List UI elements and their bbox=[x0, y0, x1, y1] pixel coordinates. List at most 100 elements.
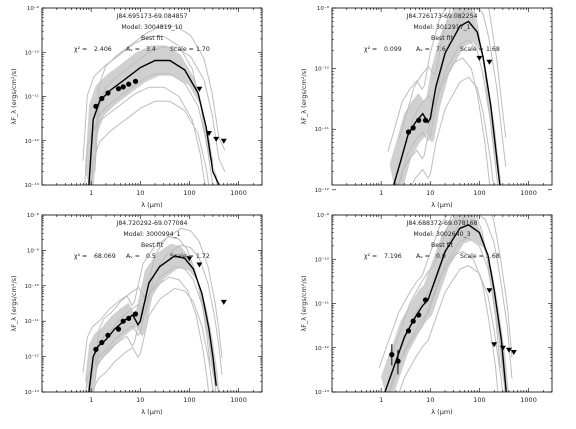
x-tick-label: 1000 bbox=[520, 189, 537, 197]
scale-value: 1.72 bbox=[196, 253, 210, 260]
av-label: Aᵥ = bbox=[126, 46, 140, 53]
model-curve bbox=[378, 215, 501, 369]
chi2-value: 68.069 bbox=[94, 253, 116, 260]
plot-area bbox=[82, 25, 227, 185]
upper-limit-marker bbox=[196, 86, 203, 92]
fit-label: Best fit bbox=[141, 242, 164, 249]
sed-panel-1: 1 10 100 1000 10⁻⁹ 10⁻¹⁰ 10⁻¹¹ 10⁻¹² 10⁻¹³ λ (μm)… bbox=[10, 5, 263, 209]
chi2-label: χ² = bbox=[74, 253, 87, 260]
y-tick-label: 10⁻¹¹ bbox=[315, 301, 329, 308]
upper-limit-marker bbox=[213, 136, 220, 142]
scale-value: 1.68 bbox=[486, 253, 500, 260]
upper-limit-marker bbox=[476, 55, 483, 61]
chi2-label: χ² = bbox=[364, 253, 377, 260]
y-tick-label: 10⁻¹² bbox=[25, 138, 39, 145]
data-point bbox=[126, 81, 132, 87]
scale-value: 1.68 bbox=[486, 46, 500, 53]
av-value: 0.5 bbox=[146, 253, 156, 260]
x-tick-label: 1 bbox=[89, 189, 93, 197]
sed-panel-2: 1 10 100 1000 10⁻⁹ 10⁻¹⁰ 10⁻¹¹ 10⁻¹² λ (μm) λF_λ … bbox=[300, 5, 553, 209]
model-curve bbox=[91, 100, 210, 185]
y-tick-label: 10⁻¹³ bbox=[315, 389, 329, 396]
upper-limit-marker bbox=[220, 299, 227, 305]
object-name: J84.688372-69.078168 bbox=[406, 220, 478, 227]
av-value: 3.4 bbox=[146, 46, 156, 53]
upper-limit-marker bbox=[491, 342, 498, 348]
x-axis-label: λ (μm) bbox=[431, 408, 452, 416]
model-curve bbox=[84, 86, 206, 185]
model-curve bbox=[410, 76, 494, 185]
x-axis-label: λ (μm) bbox=[431, 201, 452, 209]
x-tick-label: 10 bbox=[426, 189, 434, 197]
y-tick-label: 10⁻¹³ bbox=[25, 389, 39, 396]
y-tick-label: 10⁻⁹ bbox=[317, 5, 329, 12]
object-name: J84.726173-69.082254 bbox=[406, 13, 478, 20]
object-name: J84.695173-69.084857 bbox=[116, 13, 188, 20]
y-axis-label: λF_λ (ergs/cm²/s) bbox=[300, 275, 308, 331]
best-fit-line bbox=[88, 255, 217, 392]
plot-area bbox=[387, 8, 507, 185]
data-point bbox=[115, 326, 122, 332]
data-point bbox=[422, 117, 429, 123]
data-point bbox=[105, 332, 111, 338]
y-tick-label: 10⁻⁹ bbox=[27, 5, 39, 12]
scale-label: Scale = bbox=[460, 253, 484, 260]
scale-label: Scale = bbox=[460, 46, 484, 53]
upper-limit-marker bbox=[506, 347, 512, 353]
data-point bbox=[410, 125, 416, 131]
object-name: J84.720292-69.077084 bbox=[116, 220, 188, 227]
av-label: Aᵥ = bbox=[126, 253, 140, 260]
y-tick-label: 10⁻¹² bbox=[315, 187, 329, 194]
data-point bbox=[132, 78, 139, 84]
plot-area bbox=[378, 215, 517, 392]
plot-area bbox=[82, 227, 227, 392]
model-curve bbox=[398, 265, 503, 392]
av-value: 0.0 bbox=[436, 253, 446, 260]
upper-limit-marker bbox=[206, 131, 212, 136]
model-curve bbox=[94, 227, 223, 365]
y-axis-label: λF_λ (ergs/cm²/s) bbox=[300, 68, 308, 124]
data-point bbox=[115, 86, 122, 92]
fit-label: Best fit bbox=[431, 35, 454, 42]
scale-value: 1.70 bbox=[196, 46, 210, 53]
x-tick-label: 1 bbox=[379, 189, 383, 197]
data-point bbox=[120, 84, 126, 90]
data-point bbox=[99, 339, 105, 346]
model-curve bbox=[398, 39, 499, 185]
x-axis-label: λ (μm) bbox=[141, 408, 162, 416]
y-tick-label: 10⁻⁹ bbox=[27, 247, 39, 254]
chi2-label: χ² = bbox=[74, 46, 87, 53]
y-tick-label: 10⁻¹¹ bbox=[315, 126, 329, 133]
x-tick-label: 100 bbox=[183, 189, 195, 197]
upper-limit-marker bbox=[186, 256, 193, 262]
upper-limit-marker bbox=[510, 350, 517, 355]
data-point bbox=[395, 358, 401, 364]
sed-panel-3: 1 10 100 1000 10⁻⁸ 10⁻⁹ 10⁻¹⁰ 10⁻¹¹ 10⁻¹² 10⁻¹³ λ … bbox=[10, 212, 263, 416]
y-tick-label: 10⁻¹⁰ bbox=[25, 49, 40, 56]
sed-panel-4: 1 10 100 1000 10⁻⁹ 10⁻¹⁰ 10⁻¹¹ 10⁻¹² 10⁻¹³ λ (μm)… bbox=[300, 212, 553, 416]
fit-label: Best fit bbox=[431, 242, 454, 249]
data-point bbox=[416, 312, 422, 318]
model-name: Model: 3000994_1 bbox=[123, 231, 180, 238]
model-curve bbox=[399, 8, 507, 138]
x-tick-label: 100 bbox=[183, 396, 195, 404]
plot-frame bbox=[331, 7, 553, 186]
model-curve bbox=[92, 287, 214, 392]
model-name: Model: 3002640_3 bbox=[413, 231, 470, 238]
scale-label: Scale = bbox=[170, 46, 194, 53]
best-fit-line bbox=[88, 59, 220, 185]
av-label: Aᵥ = bbox=[416, 253, 430, 260]
chi2-value: 7.196 bbox=[384, 253, 402, 260]
upper-limit-marker bbox=[220, 138, 227, 144]
upper-limit-marker bbox=[196, 262, 203, 268]
y-tick-label: 10⁻⁹ bbox=[317, 212, 329, 219]
chi2-value: 0.099 bbox=[384, 46, 402, 53]
model-curve bbox=[390, 215, 513, 379]
av-label: Aᵥ = bbox=[416, 46, 430, 53]
data-point bbox=[99, 95, 105, 102]
y-tick-label: 10⁻¹⁰ bbox=[315, 256, 330, 263]
x-tick-label: 100 bbox=[473, 396, 485, 404]
model-curve bbox=[94, 244, 223, 382]
data-point bbox=[405, 129, 412, 135]
chi2-label: χ² = bbox=[364, 46, 377, 53]
